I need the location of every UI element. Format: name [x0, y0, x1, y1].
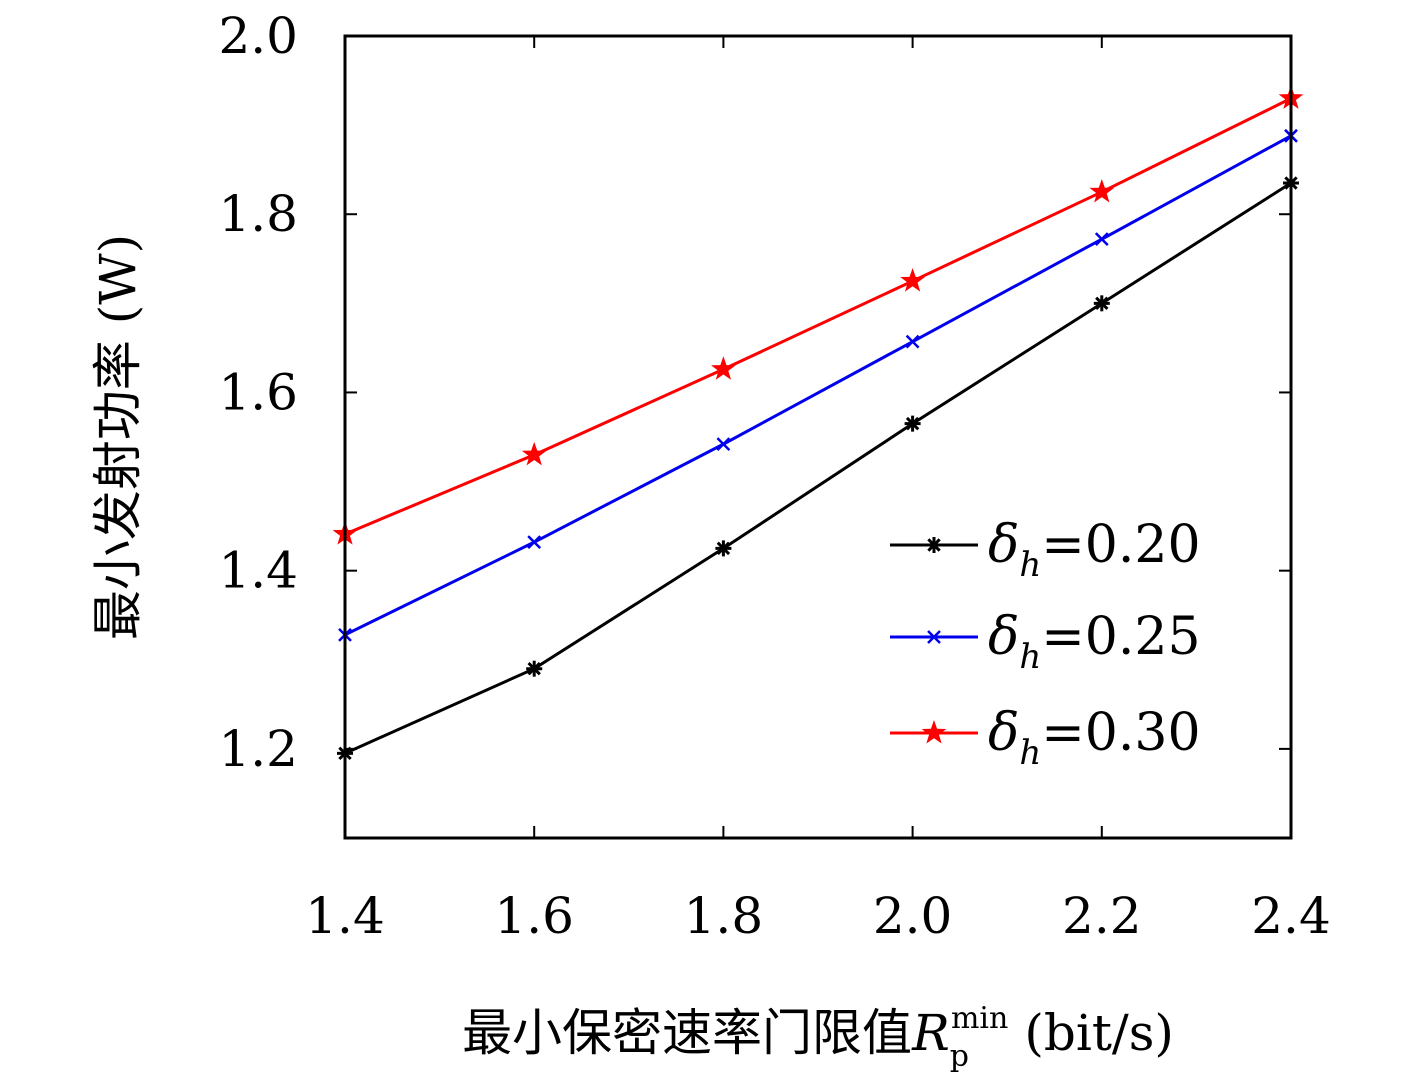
series-3 — [332, 85, 1304, 545]
data-point — [905, 334, 920, 349]
series-line — [344, 134, 1292, 637]
legend-item: δh=0.30 — [890, 703, 1201, 773]
legend-symbol: δ — [988, 515, 1019, 575]
legend-value: =0.25 — [1041, 607, 1200, 667]
legend-marker — [926, 537, 942, 553]
data-point — [527, 535, 542, 550]
legend-value: =0.20 — [1041, 515, 1200, 575]
data-point — [1089, 178, 1115, 203]
axis-ticks: 1.4 1.6 1.8 2.0 2.2 2.4 1.2 1.4 1.6 1.8 2.0 — [218, 7, 1330, 945]
x-tick-label: 2.2 — [1062, 887, 1142, 945]
y-tick-label: 1.2 — [218, 720, 298, 778]
legend-subscript: h — [1019, 733, 1041, 773]
x-axis-title-prefix: 最小保密速率门限值 — [462, 1004, 912, 1062]
legend-label: δh=0.25 — [988, 607, 1201, 677]
legend-item: δh=0.20 — [890, 515, 1201, 585]
data-point — [711, 356, 736, 380]
data-point — [900, 268, 925, 292]
data-point — [716, 437, 731, 452]
x-tick-label: 1.6 — [494, 887, 574, 945]
legend-subscript: h — [1019, 545, 1041, 585]
data-point — [1094, 232, 1109, 247]
legend-subscript: h — [1019, 637, 1041, 677]
series-line — [344, 97, 1292, 536]
data-point — [715, 540, 732, 557]
x-axis-title: 最小保密速率门限值Rpmin (bit/s) — [462, 1001, 1174, 1074]
plot-area-frame — [343, 34, 1293, 840]
y-tick-label: 1.6 — [218, 363, 298, 421]
y-axis-title: 最小发射功率 (W) — [89, 234, 147, 640]
legend-marker — [921, 720, 947, 744]
legend-label: δh=0.30 — [988, 703, 1201, 773]
y-tick-label: 1.8 — [218, 185, 298, 243]
x-axis-title-subscript: p — [950, 1039, 969, 1074]
y-tick-label: 2.0 — [218, 7, 298, 65]
data-point — [1093, 295, 1110, 312]
legend-label: δh=0.20 — [988, 515, 1201, 585]
x-tick-label: 1.8 — [684, 887, 764, 945]
x-axis-title-superscript: min — [951, 1001, 1008, 1036]
series-2 — [338, 128, 1298, 642]
x-axis-title-symbol: R — [911, 1004, 950, 1062]
legend-item: δh=0.25 — [890, 607, 1201, 677]
x-tick-label: 2.4 — [1251, 887, 1331, 945]
legend-value: =0.30 — [1041, 703, 1200, 763]
data-point — [904, 415, 921, 432]
data-point — [521, 441, 547, 466]
x-tick-label: 2.0 — [873, 887, 953, 945]
legend-symbol: δ — [988, 703, 1019, 763]
series-1 — [337, 175, 1299, 762]
x-axis-title-unit: (bit/s) — [1024, 1004, 1174, 1062]
series-line — [344, 181, 1292, 755]
data-point — [526, 660, 543, 677]
x-tick-label: 1.4 — [305, 887, 385, 945]
legend-marker — [927, 630, 941, 644]
y-tick-label: 1.4 — [218, 542, 298, 600]
legend-symbol: δ — [988, 607, 1019, 667]
